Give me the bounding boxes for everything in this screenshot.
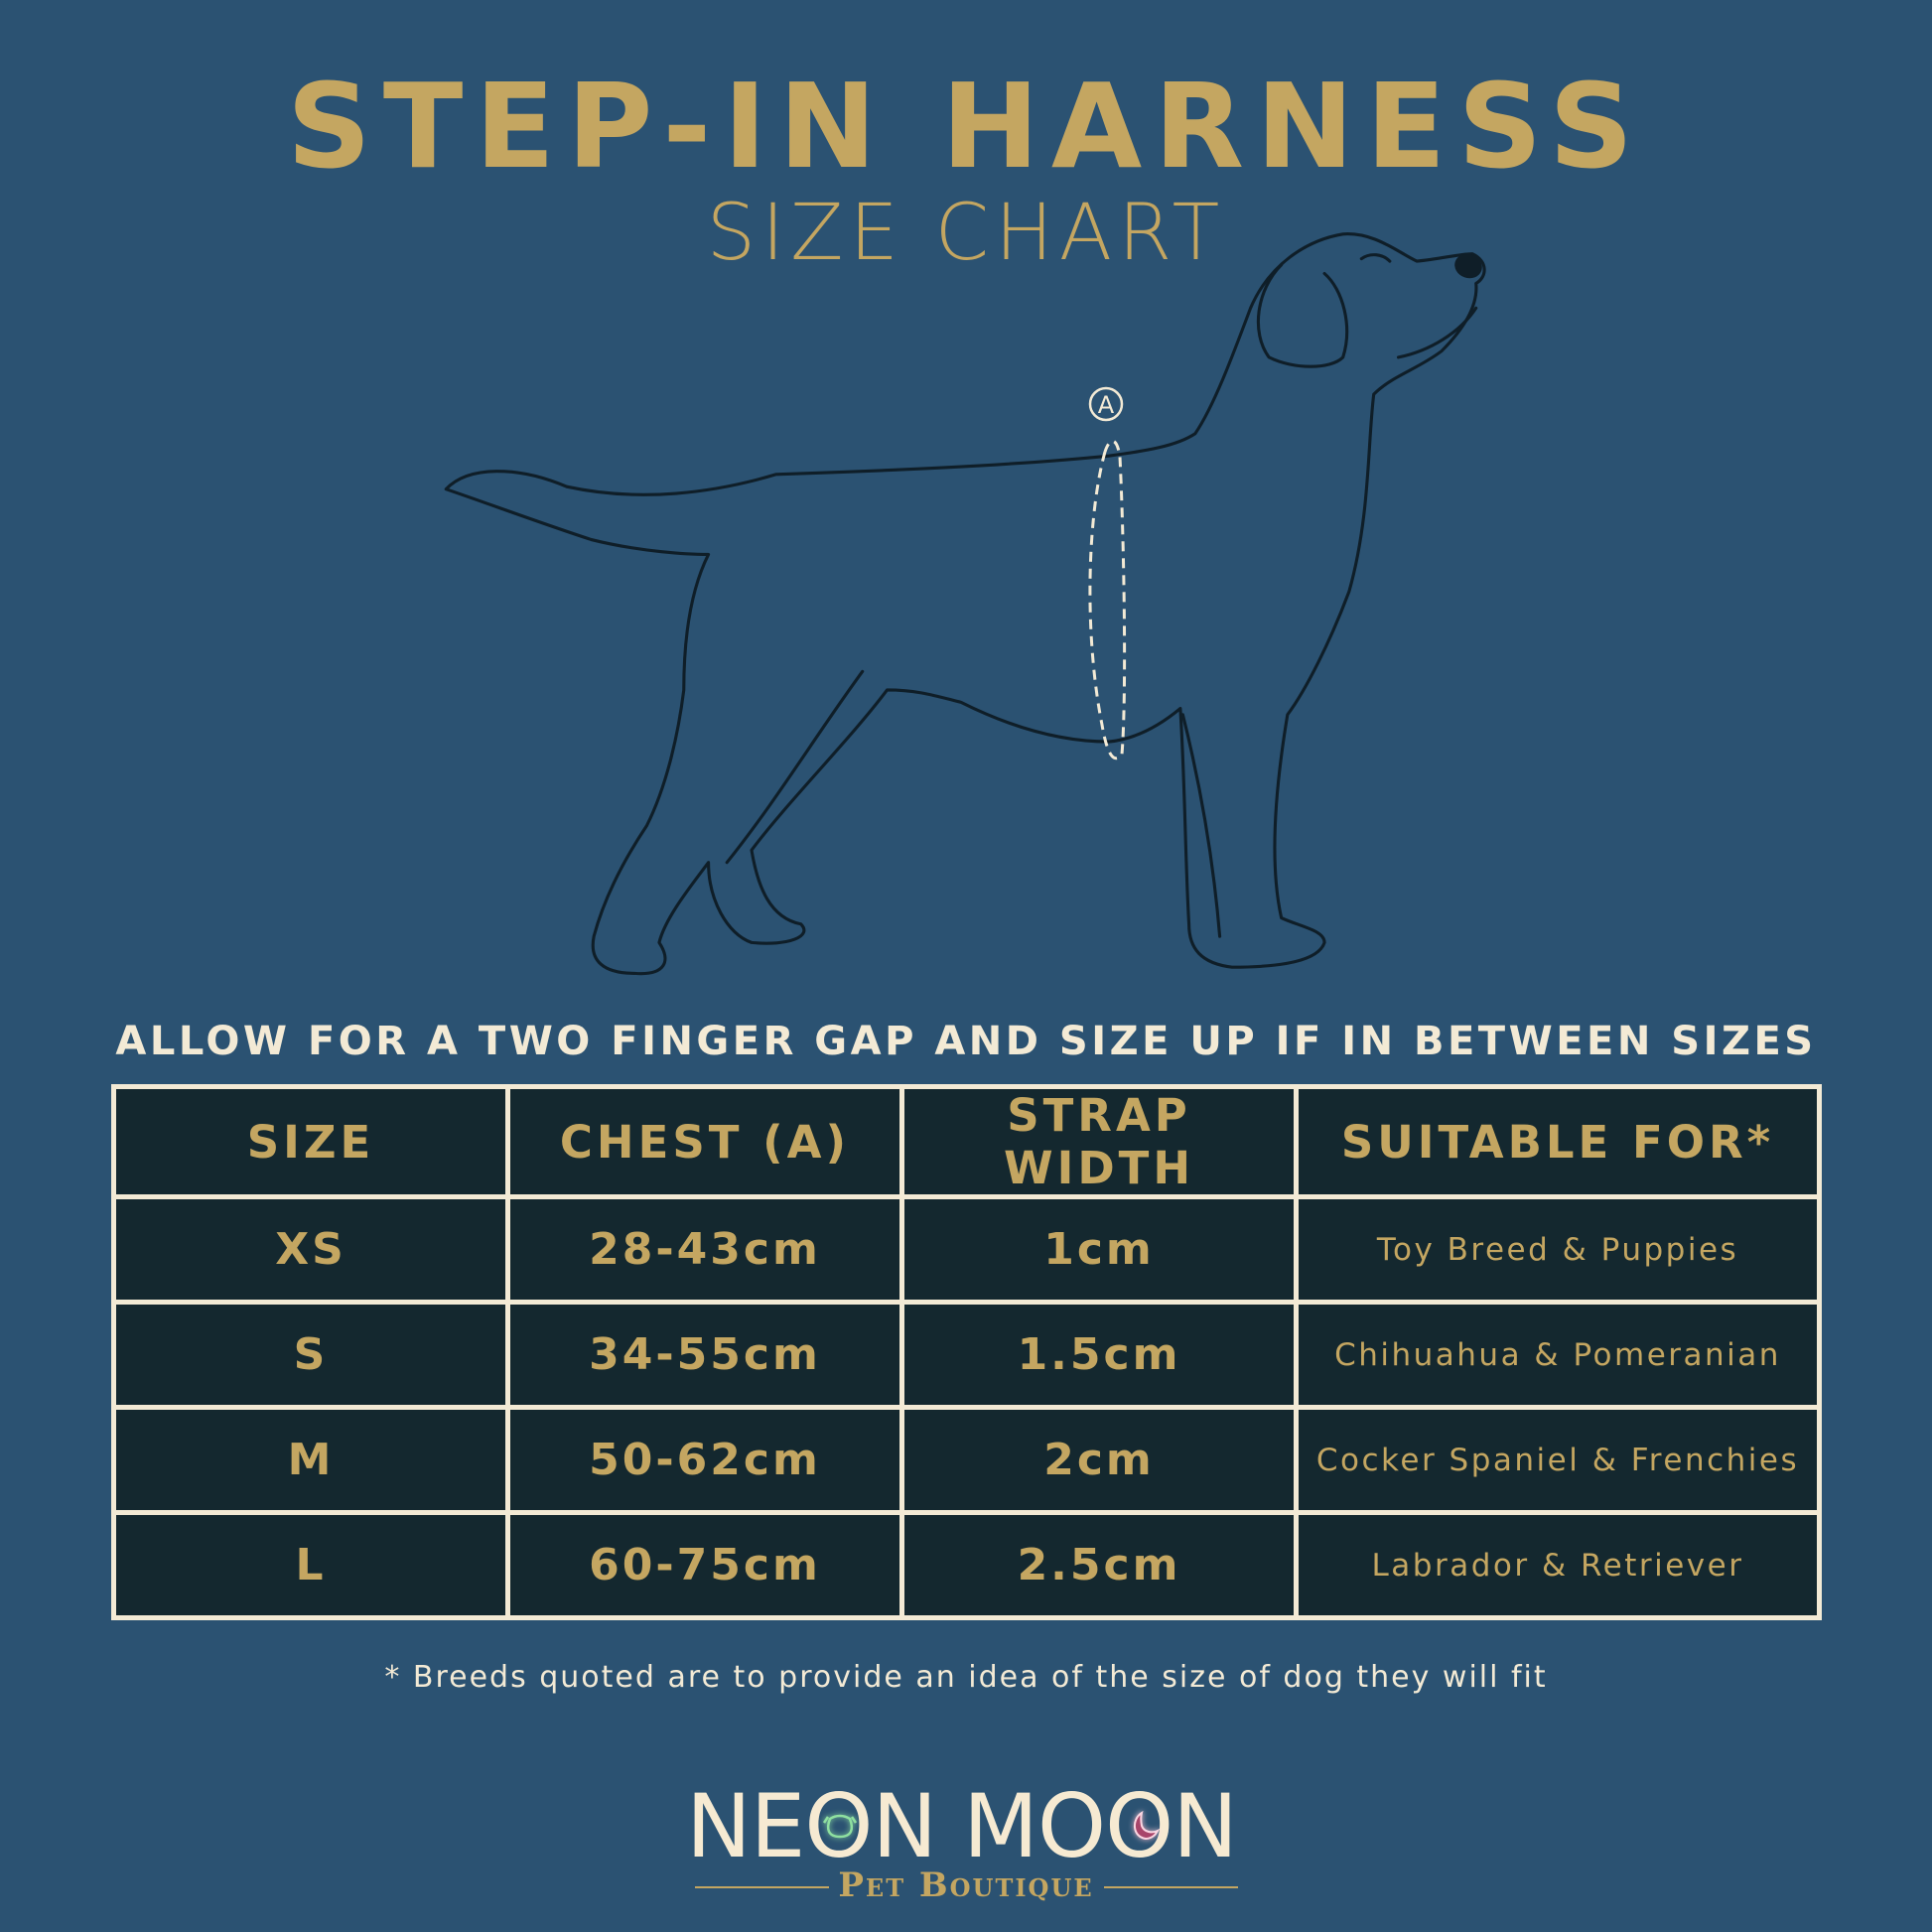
crescent-moon-icon <box>1134 1810 1161 1841</box>
dog-illustration: A <box>444 232 1486 976</box>
dog-inner-hind <box>725 669 865 865</box>
marker-a-label: A <box>1098 391 1115 419</box>
table-row: XS 28-43cm 1cm Toy Breed & Puppies <box>111 1194 1822 1305</box>
header-strap-width: STRAP WIDTH <box>899 1084 1299 1199</box>
chest-cell: 28-43cm <box>505 1194 904 1305</box>
page-title: STEP-IN HARNESS <box>286 58 1646 195</box>
brand-tagline: Pet Boutique <box>838 1865 1094 1905</box>
tagline-rule-right <box>1104 1886 1238 1888</box>
strap-cell: 2cm <box>899 1405 1299 1515</box>
dog-ear <box>1256 263 1349 368</box>
chest-cell: 60-75cm <box>505 1510 904 1620</box>
size-table: SIZE CHEST (A) STRAP WIDTH SUITABLE FOR*… <box>111 1084 1822 1620</box>
strap-cell: 1cm <box>899 1194 1299 1305</box>
strap-cell: 1.5cm <box>899 1300 1299 1410</box>
size-cell: S <box>111 1300 510 1410</box>
strap-cell: 2.5cm <box>899 1510 1299 1620</box>
chest-cell: 50-62cm <box>505 1405 904 1515</box>
size-cell: L <box>111 1510 510 1620</box>
table-header-row: SIZE CHEST (A) STRAP WIDTH SUITABLE FOR* <box>111 1084 1822 1199</box>
header-chest: CHEST (A) <box>505 1084 904 1199</box>
table-row: S 34-55cm 1.5cm Chihuahua & Pomeranian <box>111 1300 1822 1410</box>
dog-nose <box>1454 253 1482 279</box>
header-size: SIZE <box>111 1084 510 1199</box>
breed-cell: Chihuahua & Pomeranian <box>1294 1300 1822 1410</box>
fit-note: ALLOW FOR A TWO FINGER GAP AND SIZE UP I… <box>115 1019 1817 1064</box>
table-row: L 60-75cm 2.5cm Labrador & Retriever <box>111 1510 1822 1620</box>
dog-body-outline <box>444 232 1486 976</box>
dog-inner-leg <box>1180 713 1222 938</box>
dog-eye <box>1359 253 1392 263</box>
size-cell: M <box>111 1405 510 1515</box>
brand-logo: NEON MOON <box>686 1775 1238 1866</box>
table-row: M 50-62cm 2cm Cocker Spaniel & Frenchies <box>111 1405 1822 1515</box>
chest-measure-line <box>1088 439 1127 760</box>
breed-cell: Toy Breed & Puppies <box>1294 1194 1822 1305</box>
dog-face-icon <box>822 1814 858 1839</box>
chest-cell: 34-55cm <box>505 1300 904 1410</box>
breed-cell: Cocker Spaniel & Frenchies <box>1294 1405 1822 1515</box>
marker-a-circle <box>1088 386 1124 422</box>
dog-jaw <box>1396 306 1478 359</box>
brand-name-text: NEON MOON <box>686 1775 1238 1866</box>
page-subtitle: SIZE CHART <box>706 189 1226 278</box>
size-cell: XS <box>111 1194 510 1305</box>
header-suitable-for: SUITABLE FOR* <box>1294 1084 1822 1199</box>
tagline-rule-left <box>695 1886 829 1888</box>
footnote: * Breeds quoted are to provide an idea o… <box>384 1660 1548 1695</box>
breed-cell: Labrador & Retriever <box>1294 1510 1822 1620</box>
